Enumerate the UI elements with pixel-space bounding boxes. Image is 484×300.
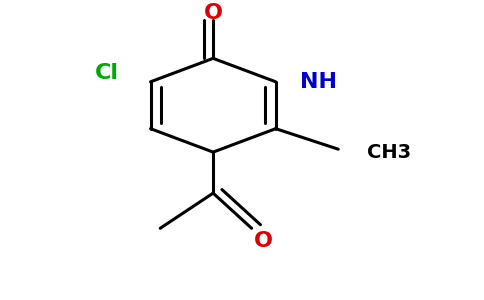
Text: O: O <box>204 3 223 23</box>
Text: CH3: CH3 <box>367 142 411 162</box>
Text: NH: NH <box>300 72 337 92</box>
Text: Cl: Cl <box>95 63 119 83</box>
Text: O: O <box>254 232 273 251</box>
